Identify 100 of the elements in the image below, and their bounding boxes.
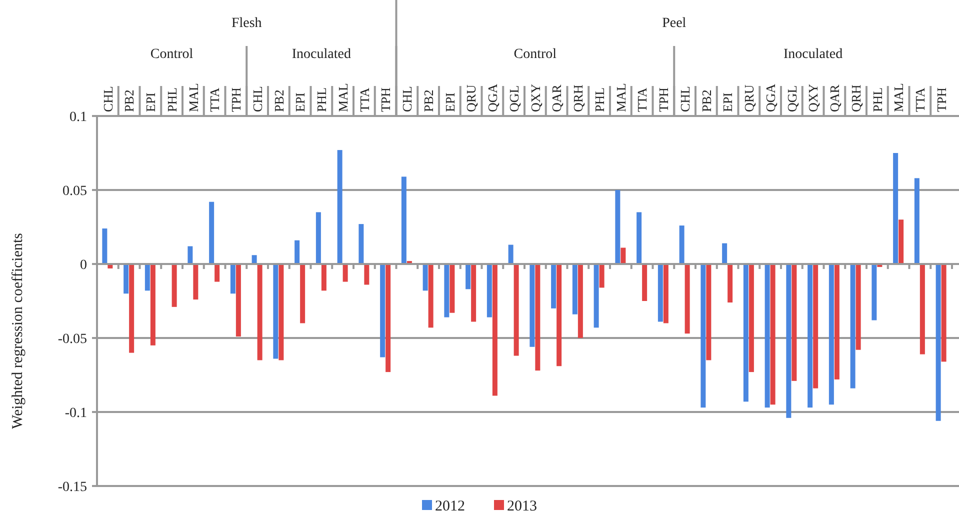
x-tick-label: EPI <box>142 92 158 112</box>
x-tick-label: QRU <box>464 84 479 112</box>
bar <box>850 264 856 388</box>
bar <box>920 264 925 354</box>
bar <box>209 202 214 264</box>
text: Control <box>150 47 194 62</box>
bar <box>172 264 177 307</box>
x-tick-label: PHL <box>592 87 607 112</box>
bar <box>422 264 428 291</box>
bar <box>252 255 257 264</box>
bar <box>530 264 535 347</box>
bar <box>748 264 754 372</box>
bar <box>743 264 748 402</box>
bar <box>273 264 278 359</box>
y-tick-label: -0.1 <box>64 406 87 421</box>
y-tick-label: -0.15 <box>58 480 87 495</box>
bar <box>144 264 150 291</box>
bar <box>471 264 476 322</box>
bar <box>615 190 620 264</box>
x-tick-label: TTA <box>207 87 222 112</box>
x-tick-label: TPH <box>228 87 244 112</box>
x-tick-label: TTA <box>356 87 372 112</box>
bar <box>401 176 406 264</box>
bar <box>642 264 648 301</box>
bar <box>792 264 797 381</box>
x-tick-label: CHL <box>677 86 692 112</box>
x-tick-label: CHL <box>100 86 116 112</box>
y-tick-label: 0.1 <box>70 110 87 125</box>
bar <box>599 264 604 288</box>
bar <box>466 264 471 290</box>
bar <box>230 264 236 294</box>
x-tick-label: TTA <box>634 87 650 112</box>
x-tick-label: CHL <box>399 86 414 112</box>
x-tick-label: MAL <box>891 83 906 112</box>
bar <box>658 264 663 322</box>
legend-label: 2013 <box>507 498 537 514</box>
bar <box>316 212 321 264</box>
x-tick-label: QXY <box>806 83 821 112</box>
bar <box>380 264 386 358</box>
bar <box>129 264 134 353</box>
y-axis-title: Weighted regression coefficients <box>10 232 26 429</box>
bar <box>914 178 920 264</box>
text: Flesh <box>231 16 262 31</box>
bar <box>551 264 556 308</box>
x-tick-label: EPI <box>442 92 458 112</box>
bar <box>492 264 498 396</box>
x-tick-label: QAR <box>549 84 564 112</box>
bar <box>572 264 578 314</box>
x-tick-label: QGL <box>506 85 522 112</box>
bar <box>257 264 262 360</box>
x-tick-label: QRH <box>848 84 864 112</box>
bar <box>486 264 492 318</box>
bar <box>941 264 946 362</box>
text: Peel <box>662 16 686 31</box>
text: Inoculated <box>784 47 843 62</box>
x-tick-label: PB2 <box>420 90 436 112</box>
x-tick-label: CHL <box>250 86 265 112</box>
x-tick-label: QAR <box>826 84 842 112</box>
y-tick-label: 0 <box>80 258 87 273</box>
bar <box>337 150 342 264</box>
x-tick-label: PB2 <box>271 90 286 112</box>
bar <box>214 264 220 282</box>
x-tick-label: MAL <box>186 83 201 112</box>
bar <box>300 264 306 324</box>
bar <box>535 264 540 371</box>
text: Inoculated <box>292 47 351 62</box>
bar <box>700 264 706 408</box>
bar <box>514 264 519 356</box>
bar <box>786 264 792 418</box>
bar <box>321 264 326 291</box>
bar <box>294 240 300 264</box>
x-tick-label: EPI <box>292 92 308 112</box>
bar <box>386 264 391 372</box>
x-tick-label: TPH <box>934 87 949 112</box>
x-tick-label: TTA <box>912 87 928 112</box>
bar <box>342 264 348 282</box>
bar <box>594 264 599 328</box>
bar <box>728 264 733 302</box>
bar <box>428 264 434 328</box>
legend-label: 2012 <box>435 498 465 514</box>
x-tick-label: TPH <box>378 87 394 112</box>
bar <box>364 264 370 285</box>
bar <box>620 248 626 264</box>
bar <box>278 264 284 360</box>
x-tick-label: PHL <box>314 87 329 112</box>
x-tick-label: QGA <box>484 83 500 112</box>
x-tick-label: MAL <box>613 83 628 112</box>
bar <box>764 264 770 408</box>
x-tick-label: MAL <box>335 83 350 112</box>
bar <box>508 244 514 264</box>
bar <box>636 212 642 264</box>
bar <box>150 264 156 346</box>
bar <box>679 226 684 264</box>
x-tick-label: QGL <box>784 85 800 112</box>
y-tick-label: -0.05 <box>58 332 87 347</box>
x-tick-label: PHL <box>870 87 885 112</box>
bar <box>813 264 818 388</box>
x-tick-label: TPH <box>656 87 671 112</box>
bar <box>444 264 450 318</box>
bar <box>936 264 941 421</box>
